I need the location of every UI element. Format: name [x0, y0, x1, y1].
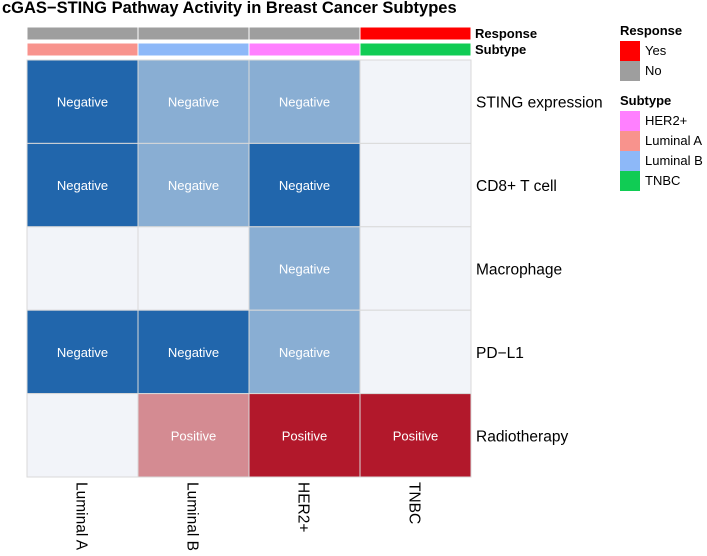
annotation-label-subtype: Subtype — [475, 42, 526, 57]
annotation-subtype-luminal-a — [26, 42, 139, 57]
heatmap-cell-radiotherapy-tnbc — [359, 393, 472, 478]
heatmap-cell-pd-l1-tnbc — [359, 309, 472, 395]
heatmap-cell-macrophage-luminal-a — [26, 226, 139, 311]
heatmap-cell-radiotherapy-luminal-b — [137, 393, 250, 478]
heatmap-cell-macrophage-tnbc — [359, 226, 472, 311]
cell-label-sting-expression-her2: Negative — [279, 95, 330, 110]
row-label-pd-l1: PD−L1 — [476, 345, 524, 362]
annotation-response-her2 — [248, 26, 361, 41]
cell-label-pd-l1-luminal-b: Negative — [168, 345, 219, 360]
chart-title: cGAS−STING Pathway Activity in Breast Ca… — [2, 0, 457, 17]
heatmap-cell-cd8-t-cell-her2 — [248, 142, 361, 228]
column-label-tnbc: TNBC — [406, 482, 423, 524]
row-label-sting-expression: STING expression — [476, 95, 603, 112]
column-label-luminal-a: Luminal A — [73, 482, 90, 551]
heatmap-cell-sting-expression-tnbc — [359, 59, 472, 144]
legend-label-subtype-luminal-a: Luminal A — [645, 133, 702, 148]
legend-swatch-subtype-luminal-b — [620, 151, 640, 171]
legend-label-subtype-tnbc: TNBC — [645, 173, 680, 188]
legend-swatch-subtype-her2 — [620, 111, 640, 131]
column-label-luminal-b: Luminal B — [184, 482, 201, 551]
cell-label-sting-expression-luminal-a: Negative — [57, 95, 108, 110]
heatmap-cell-cd8-t-cell-tnbc — [359, 142, 472, 228]
legend-swatch-response-no — [620, 61, 640, 81]
heatmap-cell-cd8-t-cell-luminal-b — [137, 142, 250, 228]
heatmap-cell-macrophage-her2 — [248, 226, 361, 311]
annotation-response-luminal-a — [26, 26, 139, 41]
cell-label-cd8-t-cell-luminal-a: Negative — [57, 178, 108, 193]
legend-label-subtype-luminal-b: Luminal B — [645, 153, 703, 168]
legend-label-response-no: No — [645, 63, 662, 78]
row-label-radiotherapy: Radiotherapy — [476, 428, 568, 445]
legend-swatch-subtype-tnbc — [620, 171, 640, 191]
annotation-subtype-tnbc — [359, 42, 472, 57]
legend-label-subtype-her2: HER2+ — [645, 113, 687, 128]
row-label-cd8-t-cell: CD8+ T cell — [476, 178, 557, 195]
annotation-response-luminal-b — [137, 26, 250, 41]
heatmap-cell-radiotherapy-her2 — [248, 393, 361, 478]
cell-label-cd8-t-cell-luminal-b: Negative — [168, 178, 219, 193]
legend-title-response: Response — [620, 23, 682, 38]
heatmap-cell-macrophage-luminal-b — [137, 226, 250, 311]
column-label-her2: HER2+ — [295, 482, 312, 532]
annotation-label-response: Response — [475, 26, 537, 41]
legend-swatch-subtype-luminal-a — [620, 131, 640, 151]
cell-label-cd8-t-cell-her2: Negative — [279, 178, 330, 193]
legend-title-subtype: Subtype — [620, 93, 671, 108]
heatmap-cell-pd-l1-luminal-a — [26, 309, 139, 395]
row-label-macrophage: Macrophage — [476, 262, 562, 279]
annotation-subtype-her2 — [248, 42, 361, 57]
cell-label-radiotherapy-luminal-b: Positive — [171, 428, 217, 443]
legend-swatch-response-yes — [620, 41, 640, 61]
cell-label-pd-l1-luminal-a: Negative — [57, 345, 108, 360]
cell-label-pd-l1-her2: Negative — [279, 345, 330, 360]
annotation-response-tnbc — [359, 26, 472, 41]
heatmap-cell-pd-l1-luminal-b — [137, 309, 250, 395]
annotation-subtype-luminal-b — [137, 42, 250, 57]
cell-label-sting-expression-luminal-b: Negative — [168, 95, 219, 110]
heatmap-cell-radiotherapy-luminal-a — [26, 393, 139, 478]
cell-label-macrophage-her2: Negative — [279, 262, 330, 277]
legend-label-response-yes: Yes — [645, 43, 667, 58]
cell-label-radiotherapy-tnbc: Positive — [393, 428, 439, 443]
cell-label-radiotherapy-her2: Positive — [282, 428, 328, 443]
